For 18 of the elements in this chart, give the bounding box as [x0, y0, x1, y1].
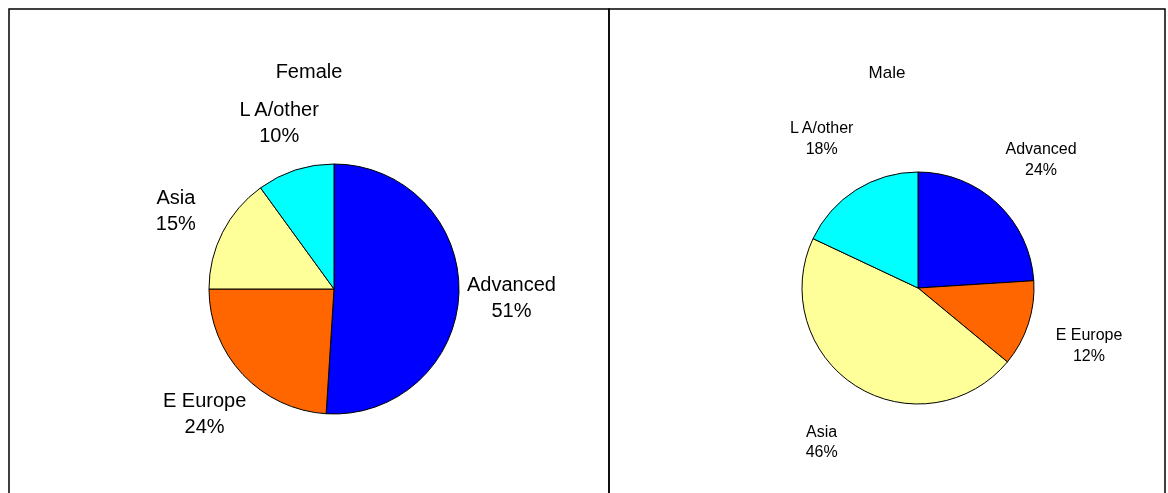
slice-label: E Europe — [162, 388, 247, 411]
slice-label: L A/other — [789, 118, 855, 136]
data-label: 12% — [1072, 347, 1106, 365]
slice-label: L A/other — [239, 98, 320, 121]
slice-label: Advanced — [1005, 139, 1077, 157]
data-label: 10% — [259, 124, 300, 147]
chart-title: Female — [275, 60, 343, 82]
slice-label: Advanced — [466, 272, 556, 295]
data-label: 51% — [491, 298, 532, 321]
slice-label: E Europe — [1055, 326, 1123, 344]
data-label: 24% — [184, 414, 225, 437]
data-label: 15% — [155, 212, 197, 235]
slice-label: Asia — [156, 186, 197, 209]
data-label: 46% — [805, 443, 838, 461]
slice-label: Asia — [806, 422, 838, 440]
data-label: 24% — [1025, 160, 1058, 178]
data-label: 18% — [805, 139, 838, 157]
chart-title: Male — [868, 63, 906, 82]
